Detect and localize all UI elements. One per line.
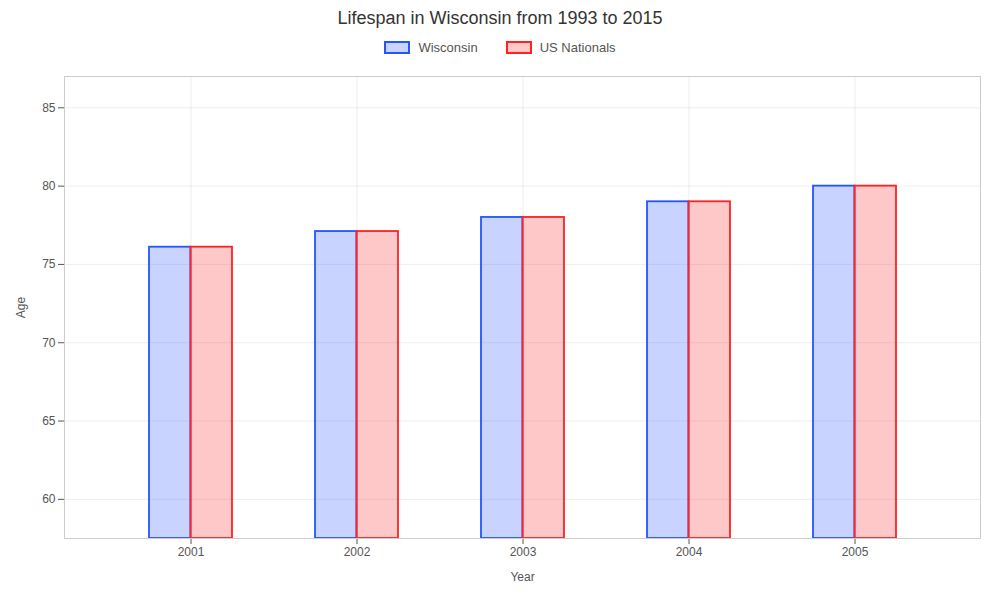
svg-text:2002: 2002	[344, 545, 371, 559]
svg-text:60: 60	[42, 492, 56, 506]
svg-text:70: 70	[42, 336, 56, 350]
html-text:Wisconsin: Wisconsin	[418, 39, 478, 55]
svg-text:Year: Year	[510, 570, 534, 584]
svg-text:Age: Age	[14, 297, 28, 319]
svg-text:85: 85	[42, 101, 56, 115]
svg-text:65: 65	[42, 414, 56, 428]
svg-text:2003: 2003	[510, 545, 537, 559]
svg-text:80: 80	[42, 179, 56, 193]
svg-text:75: 75	[42, 257, 56, 271]
svg-text:2001: 2001	[178, 545, 205, 559]
html-text:Lifespan in Wisconsin from 199: Lifespan in Wisconsin from 1993 to 2015	[337, 8, 663, 28]
svg-text:2004: 2004	[676, 545, 703, 559]
svg-text:2005: 2005	[842, 545, 869, 559]
html-text:US Nationals: US Nationals	[539, 39, 616, 55]
